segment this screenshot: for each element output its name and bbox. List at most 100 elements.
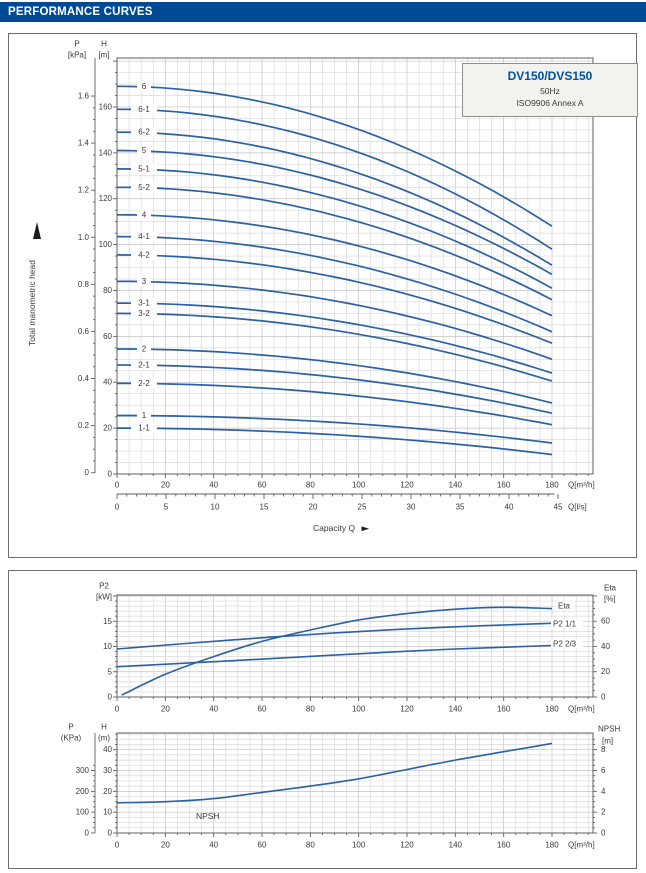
svg-text:40: 40 — [103, 378, 112, 387]
svg-text:40: 40 — [209, 481, 218, 490]
svg-text:100: 100 — [99, 240, 113, 249]
curve-label-2-2: 2-2 — [131, 378, 157, 389]
svg-text:0: 0 — [115, 481, 120, 490]
svg-text:0: 0 — [115, 841, 120, 850]
curve-4-2 — [116, 254, 553, 344]
svg-text:20: 20 — [103, 424, 112, 433]
x-axis-title: Capacity Q ► — [270, 523, 410, 533]
svg-text:120: 120 — [400, 481, 414, 490]
curve-label-5-1: 5-1 — [131, 163, 157, 174]
x-axis-ls: 0 5 10 15 20 25 30 35 40 45 Q[l/s] — [115, 493, 587, 512]
svg-text:4: 4 — [142, 210, 147, 219]
svg-text:20: 20 — [161, 841, 170, 850]
curve-3-2 — [116, 312, 553, 382]
svg-text:8: 8 — [601, 745, 606, 754]
curve-label-4-1: 4-1 — [131, 231, 157, 242]
npsh-curve — [116, 742, 553, 804]
npsh-axis: 0 2 4 6 8 NPSH [m] — [593, 725, 620, 838]
svg-text:45: 45 — [554, 503, 563, 512]
svg-text:20: 20 — [601, 667, 610, 676]
svg-text:0: 0 — [108, 829, 113, 838]
svg-text:20: 20 — [103, 787, 112, 796]
curve-5-1 — [116, 168, 553, 289]
svg-text:[kPa]: [kPa] — [68, 51, 86, 60]
svg-text:H: H — [101, 723, 107, 732]
svg-text:1.0: 1.0 — [78, 233, 90, 242]
svg-text:10: 10 — [103, 642, 112, 651]
grid — [116, 733, 593, 833]
svg-text:P: P — [74, 40, 79, 49]
x-axis: 0 20 40 60 80 100 120 140 160 180 Q[m³/h] — [115, 697, 595, 714]
svg-text:80: 80 — [306, 705, 315, 714]
curve-label-4-2: 4-2 — [131, 249, 157, 260]
section-title: PERFORMANCE CURVES — [8, 6, 153, 18]
svg-text:H: H — [101, 40, 107, 49]
curve-label-3: 3 — [137, 276, 151, 287]
curve-6 — [116, 85, 553, 227]
curve-label-3-1: 3-1 — [131, 298, 157, 309]
svg-text:P2: P2 — [99, 582, 109, 591]
svg-text:0: 0 — [601, 693, 606, 702]
svg-text:40: 40 — [209, 841, 218, 850]
curve-2-1 — [116, 364, 553, 415]
svg-text:[m]: [m] — [602, 737, 613, 746]
up-arrow-icon — [33, 222, 41, 239]
svg-text:3-2: 3-2 — [138, 309, 150, 318]
h-axis: 0 20 40 60 80 100 120 140 160 H [m] — [98, 40, 117, 479]
svg-text:P2 2/3: P2 2/3 — [553, 640, 577, 649]
svg-text:140: 140 — [99, 148, 113, 157]
npsh-chart: 010203040H(m)0100200300P(KPa)02468NPSH[m… — [61, 723, 621, 850]
svg-text:30: 30 — [407, 503, 416, 512]
svg-text:180: 180 — [545, 481, 559, 490]
svg-text:35: 35 — [456, 503, 465, 512]
curve-label-P2-1-1: P2 1/1 — [551, 619, 583, 629]
svg-text:100: 100 — [352, 841, 366, 850]
svg-text:NPSH: NPSH — [196, 811, 220, 821]
svg-text:5-2: 5-2 — [138, 183, 150, 192]
svg-text:30: 30 — [103, 766, 112, 775]
svg-text:40: 40 — [103, 745, 112, 754]
curve-label-5-2: 5-2 — [131, 182, 157, 193]
svg-text:140: 140 — [449, 705, 463, 714]
svg-text:0: 0 — [115, 705, 120, 714]
svg-text:2-2: 2-2 — [138, 379, 150, 388]
npsh-inplot-label: NPSH — [196, 811, 220, 821]
svg-text:1: 1 — [142, 411, 147, 420]
plot-frame — [116, 594, 594, 698]
svg-text:60: 60 — [258, 481, 267, 490]
svg-text:160: 160 — [497, 481, 511, 490]
svg-text:80: 80 — [103, 286, 112, 295]
pump-info-box: DV150/DVS150 50Hz ISO9906 Annex A — [462, 63, 638, 117]
svg-text:200: 200 — [76, 787, 90, 796]
curve-6-2 — [116, 131, 553, 266]
curve-label-2: 2 — [137, 343, 151, 354]
curve-3 — [116, 280, 553, 361]
svg-text:180: 180 — [545, 841, 559, 850]
curve-4-1 — [116, 235, 553, 333]
svg-text:120: 120 — [400, 705, 414, 714]
svg-text:10: 10 — [211, 503, 220, 512]
svg-text:0: 0 — [85, 468, 90, 477]
curve-label-6-1: 6-1 — [131, 104, 157, 115]
svg-text:0: 0 — [601, 829, 606, 838]
curve-P2-1-1 — [116, 622, 553, 650]
svg-text:100: 100 — [352, 705, 366, 714]
svg-text:5: 5 — [164, 503, 169, 512]
section-header: PERFORMANCE CURVES — [0, 2, 646, 22]
pump-model: DV150/DVS150 — [507, 69, 593, 83]
curve-2 — [117, 348, 553, 404]
curve-label-Eta: Eta — [556, 601, 574, 611]
svg-text:6: 6 — [142, 82, 147, 91]
svg-text:1.2: 1.2 — [78, 186, 90, 195]
svg-text:5-1: 5-1 — [138, 164, 150, 173]
svg-text:Eta: Eta — [604, 584, 617, 593]
svg-text:Q[m³/h]: Q[m³/h] — [568, 481, 595, 490]
svg-text:Eta: Eta — [558, 602, 571, 611]
svg-text:4-2: 4-2 — [138, 250, 150, 259]
svg-text:10: 10 — [103, 808, 112, 817]
svg-text:0: 0 — [108, 470, 113, 479]
svg-text:25: 25 — [358, 503, 367, 512]
x-axis: 0 20 40 60 80 100 120 140 160 180 Q[m³/h] — [115, 833, 595, 850]
svg-text:2: 2 — [601, 808, 606, 817]
svg-text:(m): (m) — [98, 734, 110, 743]
